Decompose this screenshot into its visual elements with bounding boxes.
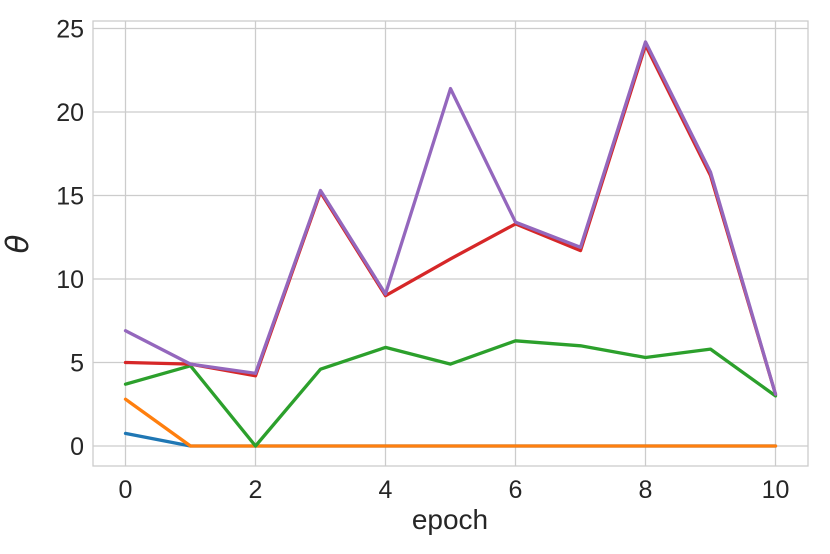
y-tick-label: 25	[56, 16, 84, 44]
y-tick-label: 10	[56, 266, 84, 294]
x-tick-label: 10	[762, 476, 790, 504]
x-tick-label: 6	[509, 476, 523, 504]
y-tick-label: 0	[70, 433, 84, 461]
x-tick-label: 2	[249, 476, 263, 504]
data-series	[123, 40, 778, 448]
x-axis-label: epoch	[412, 504, 488, 535]
x-tick-label: 8	[639, 476, 653, 504]
x-tick-labels: 0 2 4 6 8 10	[119, 476, 790, 504]
line-series-red	[123, 43, 778, 396]
y-tick-label: 5	[70, 350, 84, 378]
line-series-orange	[123, 397, 778, 448]
line-series-green	[123, 339, 778, 448]
axes-spines	[92, 20, 809, 467]
y-tick-label: 20	[56, 99, 84, 127]
y-axis-label: θ	[0, 234, 36, 253]
y-tick-label: 15	[56, 183, 84, 211]
line-series-blue	[123, 431, 778, 448]
line-series-purple	[123, 40, 778, 396]
x-tick-label: 4	[379, 476, 393, 504]
y-tick-labels: 0 5 10 15 20 25	[56, 16, 84, 462]
plot-frame	[92, 20, 809, 467]
x-tick-label: 0	[119, 476, 133, 504]
